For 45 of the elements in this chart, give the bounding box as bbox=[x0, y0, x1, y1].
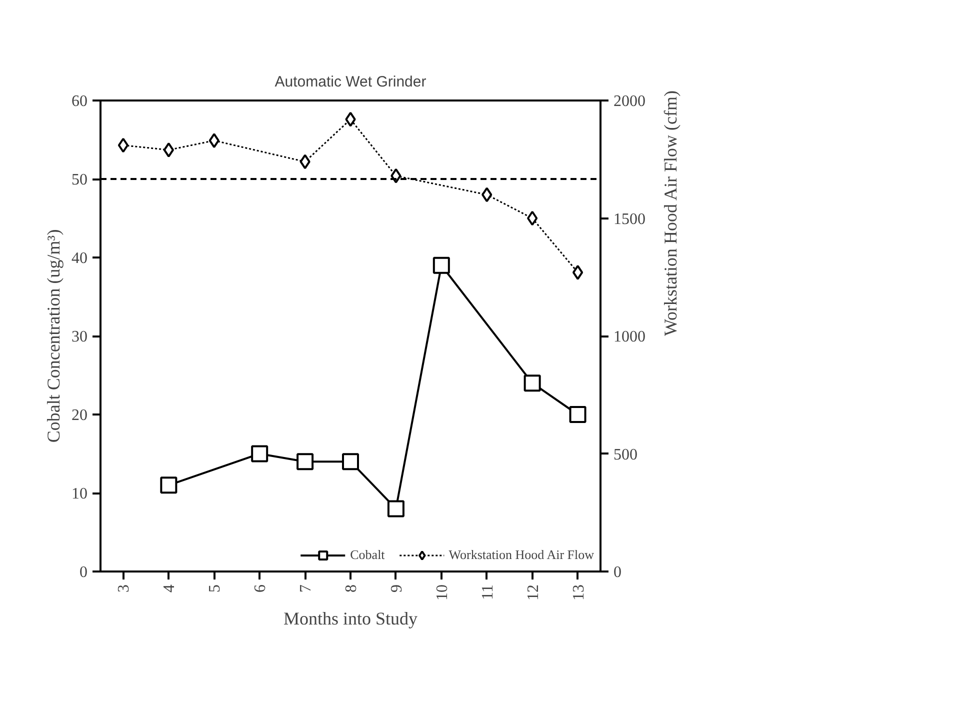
point bbox=[524, 374, 541, 392]
y2-tick-label: 1500 bbox=[614, 210, 646, 228]
y2-tick-label: 1000 bbox=[614, 328, 646, 346]
x-tick-label: 7 bbox=[298, 584, 315, 592]
y-tick-label: 30 bbox=[72, 328, 88, 346]
y-tick-label: 10 bbox=[72, 486, 88, 502]
point bbox=[345, 112, 356, 127]
y2-tick-label: 500 bbox=[614, 446, 638, 464]
x-tick-label: 12 bbox=[524, 584, 542, 600]
point bbox=[300, 154, 310, 170]
point bbox=[572, 264, 584, 280]
x-tick-label: 3 bbox=[116, 584, 133, 592]
y-axis-title: Cobalt Concentration (ug/m³) bbox=[44, 229, 64, 443]
point bbox=[482, 187, 492, 202]
x-tick-label: 11 bbox=[479, 584, 496, 600]
y-tick-label: 0 bbox=[80, 564, 88, 581]
point bbox=[569, 406, 586, 423]
y-tick-label: 50 bbox=[72, 172, 88, 188]
x-tick-label: 5 bbox=[206, 584, 224, 592]
point bbox=[251, 445, 268, 462]
x-tick-label: 13 bbox=[570, 584, 588, 600]
point bbox=[432, 256, 450, 274]
point bbox=[208, 133, 220, 148]
x-tick-label: 8 bbox=[343, 584, 360, 592]
point bbox=[296, 453, 314, 470]
y2-tick-label: 2000 bbox=[614, 93, 646, 110]
x-tick-label: 6 bbox=[252, 584, 270, 592]
legend-label: Cobalt bbox=[350, 547, 385, 563]
point bbox=[342, 453, 359, 470]
x-axis-title: Months into Study bbox=[283, 608, 418, 628]
y2-tick-label: 0 bbox=[614, 564, 622, 581]
x-tick-label: 4 bbox=[161, 584, 178, 592]
point bbox=[163, 142, 174, 158]
x-tick-label: 9 bbox=[388, 584, 406, 592]
chart-title: Automatic Wet Grinder bbox=[274, 74, 426, 90]
y-tick-label: 60 bbox=[72, 93, 88, 110]
point bbox=[387, 500, 404, 518]
x-tick-label: 10 bbox=[434, 584, 451, 600]
y-tick-label: 20 bbox=[72, 407, 88, 424]
legend-label: Workstation Hood Air Flow bbox=[448, 547, 594, 563]
y2-axis-title: Workstation Hood Air Flow (cfm) bbox=[660, 90, 680, 336]
point bbox=[118, 138, 129, 153]
point bbox=[526, 210, 538, 226]
y-tick-label: 40 bbox=[72, 250, 88, 267]
point bbox=[160, 476, 178, 494]
